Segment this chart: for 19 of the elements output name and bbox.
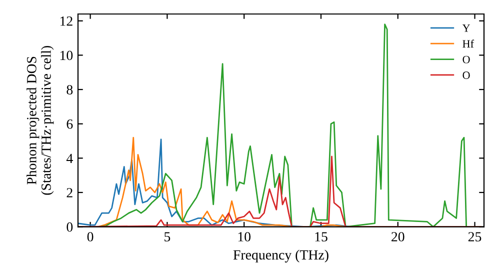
x-axis-title: Frequency (THz) bbox=[233, 250, 328, 262]
y-tick-label: 0 bbox=[66, 222, 73, 232]
y-tick-label: 2 bbox=[66, 188, 72, 198]
y-tick-label: 12 bbox=[60, 16, 72, 26]
x-tick-label: 20 bbox=[392, 232, 404, 242]
x-tick-label: 10 bbox=[238, 232, 251, 242]
x-tick-label: 5 bbox=[164, 232, 170, 242]
y-tick-label: 4 bbox=[66, 154, 73, 163]
x-tick-label: 25 bbox=[468, 232, 482, 242]
legend-label: Y bbox=[462, 24, 470, 32]
legend-label: O bbox=[462, 56, 470, 64]
legend-label: Hf bbox=[462, 40, 474, 48]
y-tick-label: 10 bbox=[60, 50, 73, 60]
x-tick-label: 0 bbox=[87, 232, 94, 242]
y-axis-title: Phonon projected DOS (States/THz·primitive cell) bbox=[26, 46, 54, 195]
y-tick-label: 8 bbox=[66, 85, 73, 94]
x-tick-label: 15 bbox=[315, 232, 328, 242]
y-tick-label: 6 bbox=[66, 119, 73, 129]
legend-label: O bbox=[462, 72, 470, 79]
